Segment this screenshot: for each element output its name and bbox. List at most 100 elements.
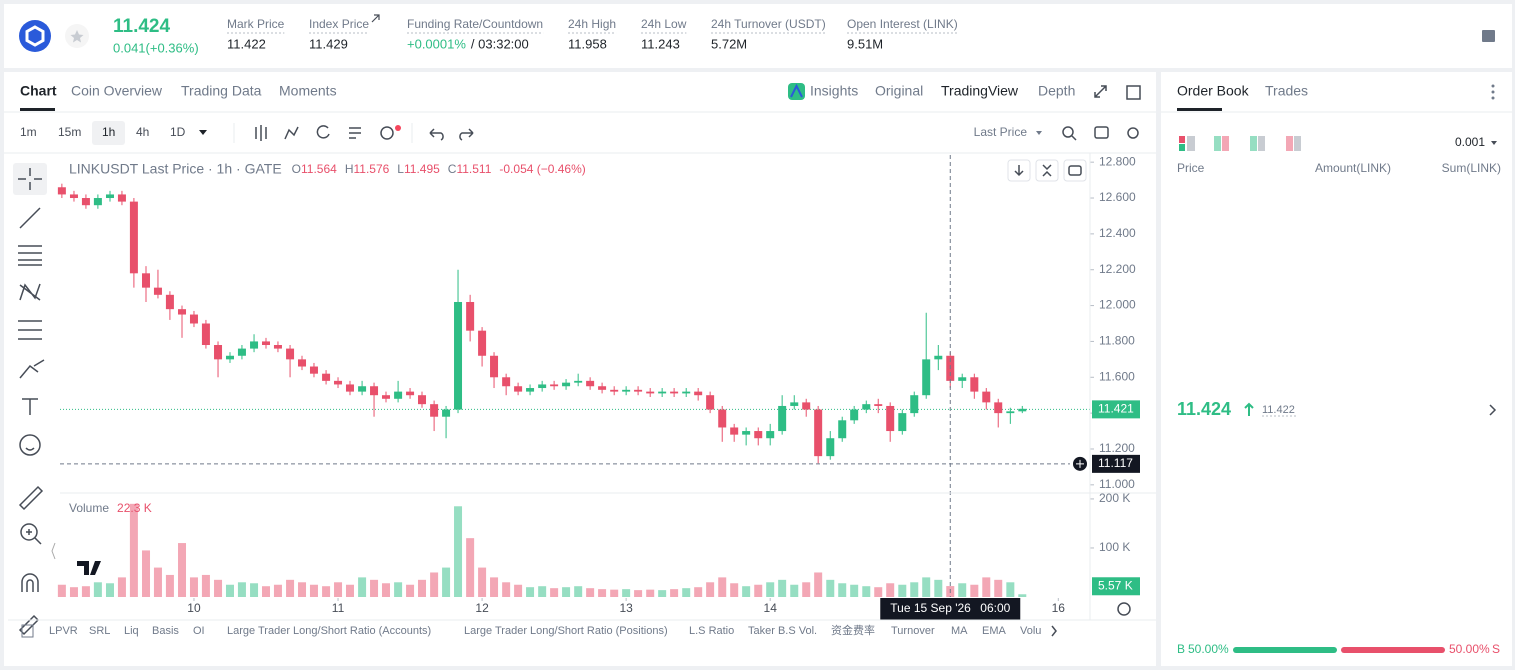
scroll-right[interactable]	[1051, 625, 1057, 637]
volume-bar	[982, 577, 991, 597]
volume-title: Volume	[69, 501, 109, 515]
volume-bar	[718, 577, 727, 597]
volume-bar	[57, 584, 66, 597]
view-tab[interactable]: Original	[875, 83, 923, 99]
indicator[interactable]: L.S Ratio	[689, 625, 734, 637]
volume-bar	[286, 579, 295, 597]
collapse-toggle[interactable]	[51, 542, 56, 560]
ohlc-value: 11.564	[301, 162, 337, 176]
volume-bar	[250, 583, 259, 597]
y-tick-label: 12.800	[1099, 154, 1136, 168]
expand-icon[interactable]	[1094, 85, 1107, 98]
indicator[interactable]: Large Trader Long/Short Ratio (Accounts)	[227, 625, 431, 637]
interval[interactable]: 1D	[170, 125, 186, 139]
volume-bar	[262, 586, 270, 597]
ob-col: Price	[1177, 161, 1205, 175]
candle-body	[69, 194, 78, 199]
buy-label: B	[1177, 642, 1185, 656]
interval[interactable]: 1m	[20, 125, 37, 139]
ob-tab[interactable]: Order Book	[1177, 83, 1250, 99]
indicator[interactable]: MA	[951, 625, 968, 637]
candle-body	[478, 330, 487, 356]
volume-bar	[694, 587, 703, 597]
candle-body	[742, 431, 751, 435]
last-price: 11.424	[113, 16, 170, 37]
stat-value: 11.422	[227, 36, 266, 51]
view-tab[interactable]: TradingView	[941, 83, 1019, 99]
volume-bar	[322, 586, 331, 597]
candle-body	[934, 355, 943, 360]
volume-bar	[225, 584, 234, 597]
indicator[interactable]: Taker B.S Vol.	[748, 625, 817, 637]
interval[interactable]: 15m	[58, 125, 81, 139]
candle-body	[153, 287, 162, 295]
x-tick-label: 11	[332, 601, 345, 615]
axis-settings[interactable]	[1117, 602, 1131, 616]
candle-body	[610, 389, 619, 392]
candle-body	[93, 198, 102, 206]
indicator[interactable]: Turnover	[891, 625, 935, 637]
volume-bar	[1006, 582, 1015, 597]
date-tooltip	[880, 598, 1021, 620]
precision[interactable]: 0.001	[1455, 135, 1485, 149]
volume-bar	[886, 583, 895, 597]
chart-tab[interactable]: Moments	[279, 83, 337, 99]
indicator[interactable]: Large Trader Long/Short Ratio (Positions…	[464, 625, 668, 637]
volume-bar	[478, 567, 487, 597]
window-icon[interactable]	[1126, 85, 1141, 100]
drawing-tools[interactable]	[18, 168, 45, 636]
indicator[interactable]: SRL	[89, 625, 110, 637]
view-tab[interactable]: Depth	[1038, 83, 1075, 99]
candle-body	[237, 348, 246, 356]
toolbar-icons[interactable]	[255, 125, 1139, 141]
indicator[interactable]: OI	[193, 625, 205, 637]
caret[interactable]	[1491, 141, 1497, 145]
candle-body	[646, 391, 655, 394]
indicator[interactable]: 资金费率	[831, 623, 875, 637]
chart-buttons[interactable]	[1007, 159, 1087, 182]
indicator[interactable]: Liq	[124, 625, 139, 637]
volume-bar	[105, 583, 114, 597]
y-tick-label: 11.800	[1099, 334, 1135, 348]
volume-bar	[214, 579, 223, 597]
indicator[interactable]: Basis	[152, 625, 179, 637]
chart-tab[interactable]: Trading Data	[181, 83, 262, 99]
stat-value: 11.429	[309, 36, 348, 51]
volume-bar	[370, 579, 379, 597]
buy-ratio: 50.00%	[1188, 642, 1229, 656]
layout-icons[interactable]	[1179, 136, 1301, 151]
y-tick-label: 12.600	[1099, 190, 1136, 204]
candle-body	[538, 384, 547, 389]
caret[interactable]	[199, 130, 207, 135]
interval[interactable]: 1h	[102, 125, 115, 139]
crosshair-add-icon	[1076, 459, 1084, 468]
chart-tab[interactable]: Coin Overview	[71, 83, 163, 99]
more-icon[interactable]	[1491, 84, 1495, 100]
candle-body	[982, 391, 991, 403]
volume-bar	[430, 572, 439, 597]
settings-icon[interactable]	[1482, 30, 1495, 42]
sell-ratio: 50.00%	[1449, 642, 1490, 656]
indicator[interactable]: LPVR	[49, 625, 78, 637]
view-tab[interactable]: Insights	[810, 83, 858, 99]
mid-price: 11.424	[1177, 399, 1231, 419]
interval[interactable]: 4h	[136, 125, 149, 139]
volume-bar	[562, 587, 571, 597]
stat-value: 11.243	[641, 36, 680, 51]
ob-tab[interactable]: Trades	[1265, 83, 1308, 99]
volume-bar	[1018, 594, 1027, 597]
stat-label: 24h High	[568, 17, 616, 31]
candle-body	[826, 438, 835, 457]
volume-bar	[490, 577, 499, 597]
indicator[interactable]: EMA	[982, 625, 1007, 637]
candle-body	[370, 386, 379, 396]
stat-label: Open Interest (LINK)	[847, 17, 958, 31]
up-arrow	[1244, 402, 1254, 416]
sell-label: S	[1492, 642, 1500, 656]
chart-tab[interactable]: Chart	[20, 83, 57, 99]
date-tooltip-time: 06:00	[980, 601, 1010, 615]
indicator[interactable]: Volu	[1020, 625, 1041, 637]
chevron[interactable]	[1489, 404, 1497, 416]
stat-label: Mark Price	[227, 17, 285, 31]
price-source[interactable]: Last Price	[974, 125, 1028, 139]
